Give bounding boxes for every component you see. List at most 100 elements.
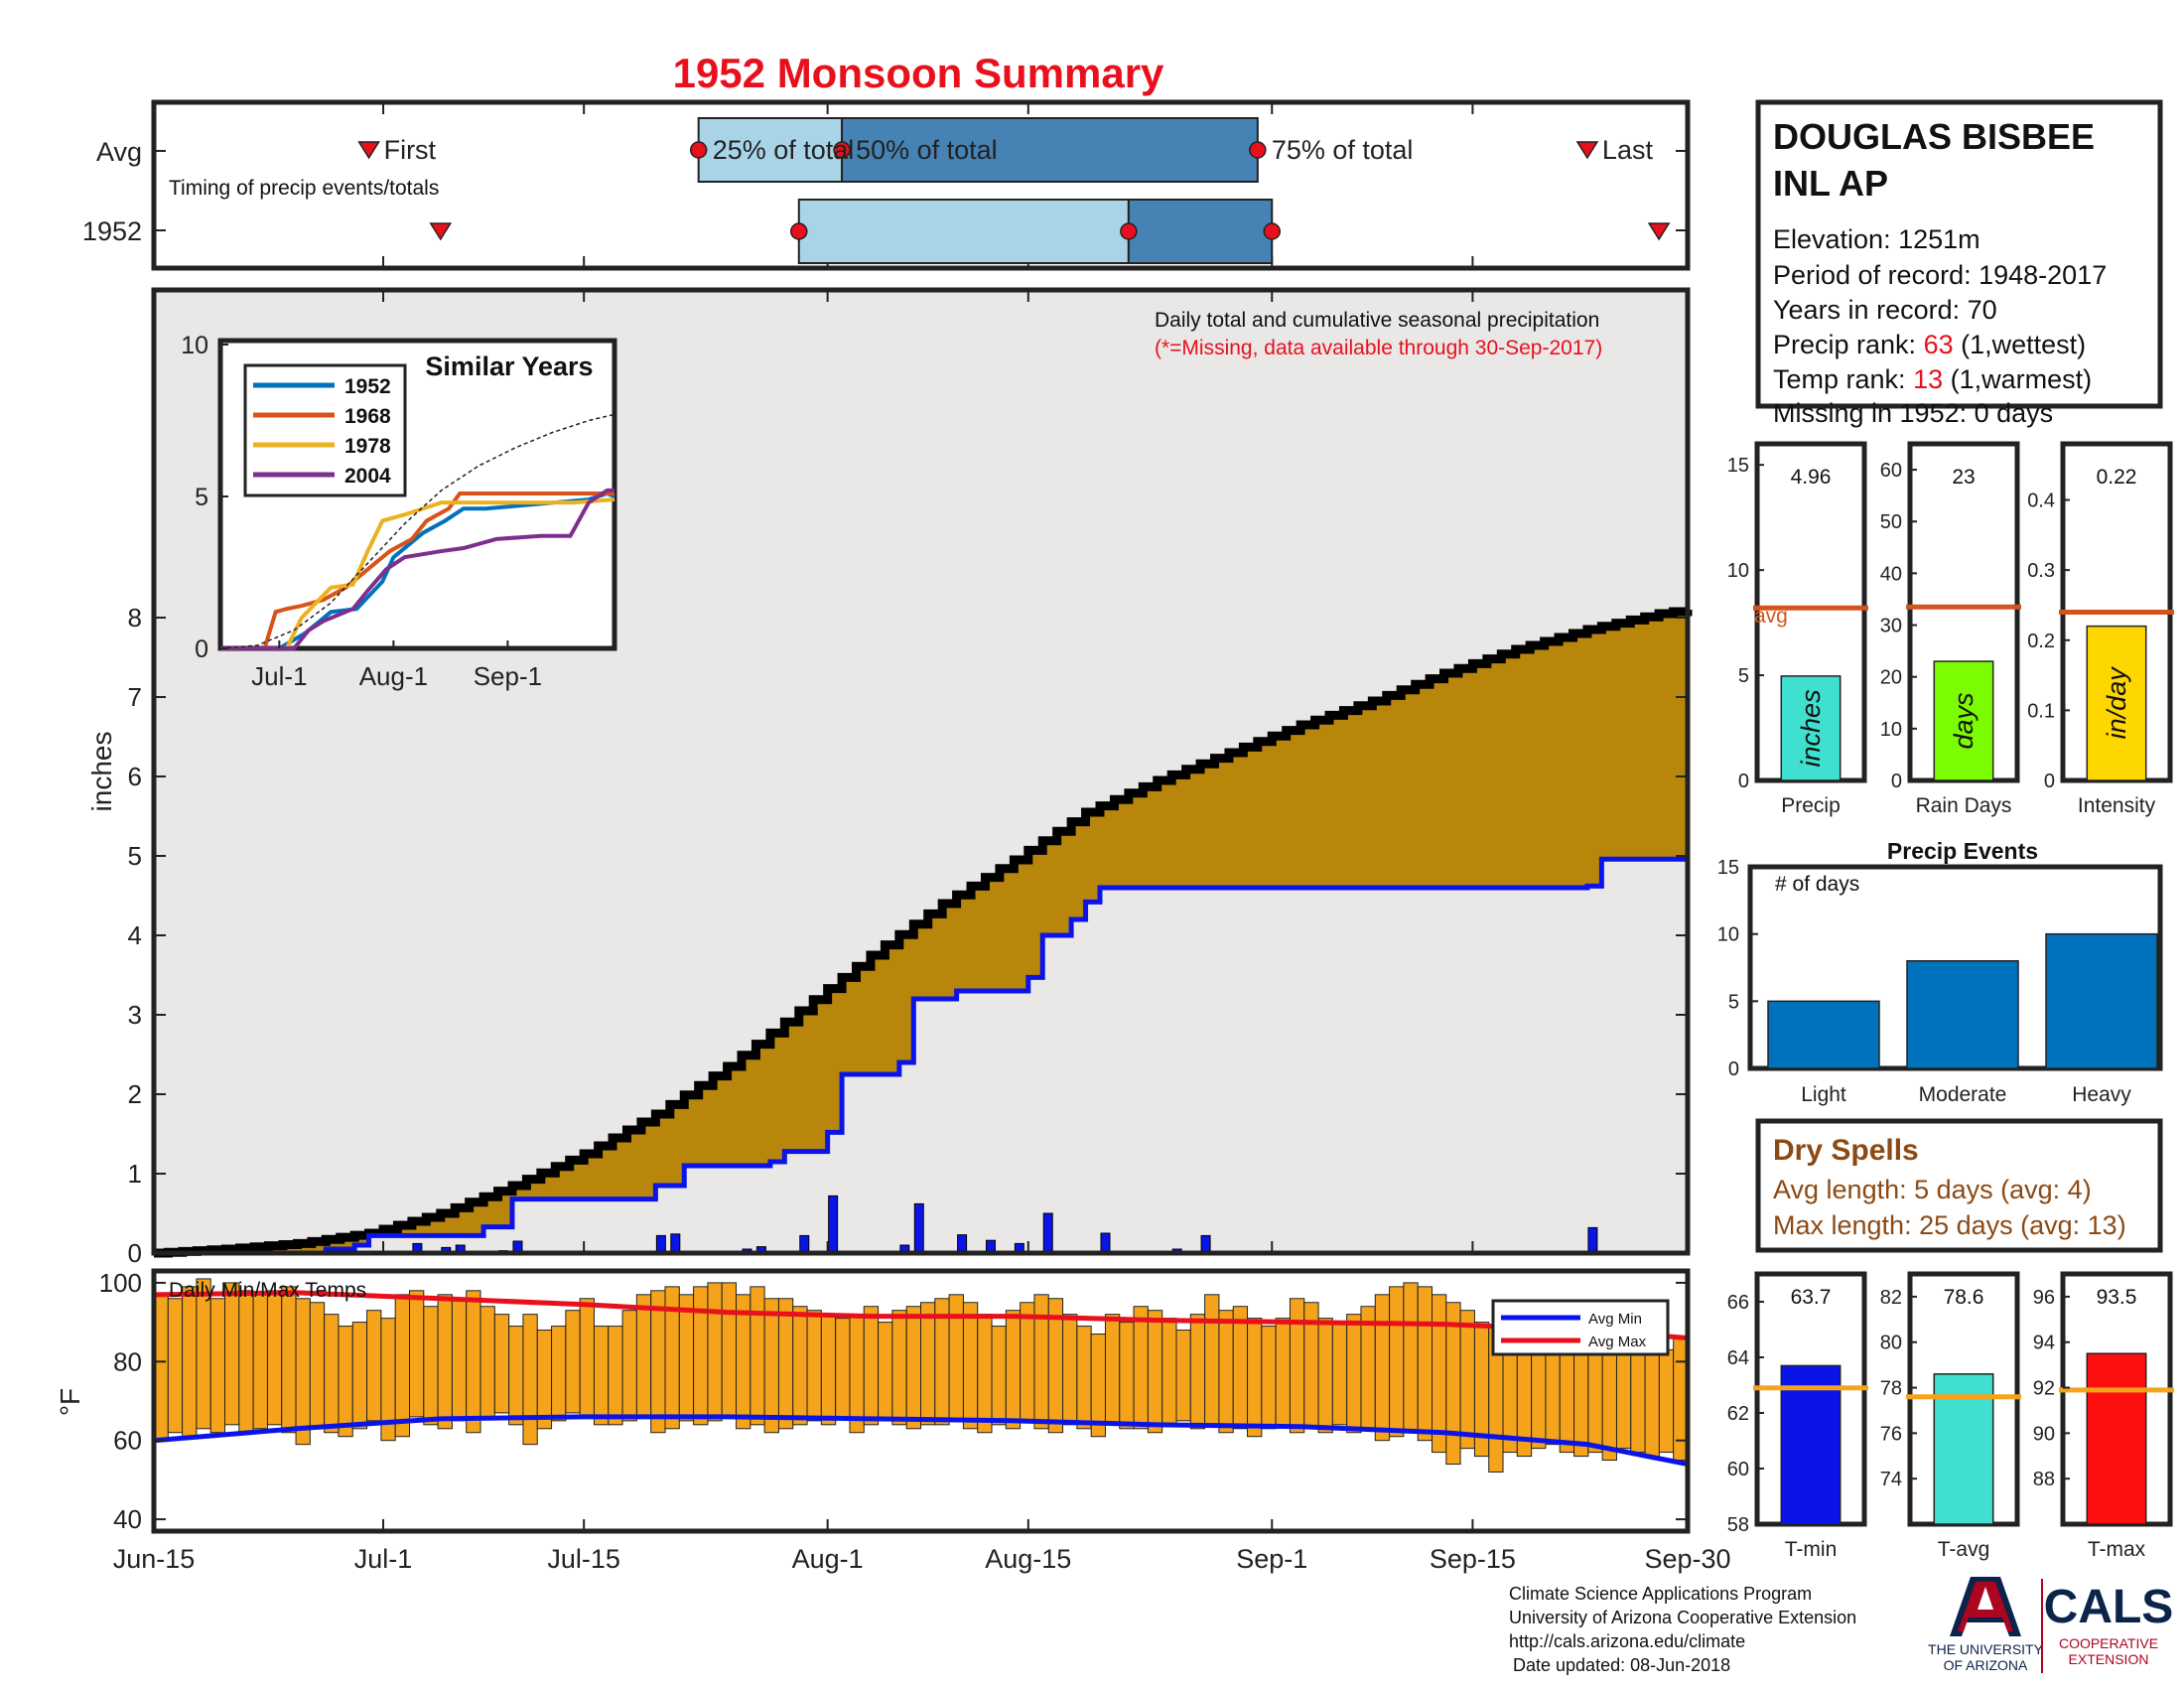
footer-line4: Date updated: 08-Jun-2018 <box>1513 1655 1730 1675</box>
events-ylabel: # of days <box>1775 873 1859 896</box>
inset-legend-label: 1968 <box>344 405 391 428</box>
timing-dot <box>790 222 808 240</box>
station-precip-rank: Precip rank: 63 (1,wettest) <box>1773 330 2086 359</box>
daily-precip-bar <box>799 1234 810 1254</box>
temp-bar <box>295 1298 311 1446</box>
temps-panel: 40 60 80 100 Daily Min/Max Temps °F Avg Min… <box>55 1268 1691 1534</box>
x-tick-label: Aug-15 <box>985 1544 1071 1574</box>
inset-line-1968 <box>220 491 614 650</box>
stat-ytick-label: 15 <box>1727 455 1749 477</box>
timing-panel: Avg 1952 Timing of precip events/totals … <box>82 99 1691 271</box>
event-bar <box>2045 932 2158 1069</box>
x-tick-label: Jun-15 <box>113 1544 196 1574</box>
x-tick-label: Aug-1 <box>792 1544 864 1574</box>
temp-bar <box>593 1326 610 1426</box>
temp-bar <box>324 1314 340 1434</box>
timing-dot <box>833 141 851 159</box>
y-tick-label: 1 <box>128 1159 142 1189</box>
inset-legend-label: 1952 <box>344 375 391 398</box>
dry-title: Dry Spells <box>1773 1134 1919 1167</box>
temp-bar <box>693 1286 709 1426</box>
temps-ylabel: °F <box>55 1388 85 1416</box>
temp-bar <box>522 1314 538 1446</box>
main-note: Daily total and cumulative seasonal prec… <box>1155 309 1599 332</box>
temps-title: Daily Min/Max Temps <box>169 1279 366 1302</box>
stat-ytick-label: 5 <box>1738 665 1749 687</box>
inset-legend: 1952 1968 1978 2004 <box>243 363 407 497</box>
dry-avg: Avg length: 5 days (avg: 4) <box>1773 1175 2092 1204</box>
observed-cumulative-line <box>154 856 1688 1256</box>
tstat-value-tmin: 63.7 <box>1791 1286 1832 1309</box>
daily-precip-bar <box>828 1195 839 1254</box>
timing-box-50-75 <box>841 117 1259 183</box>
stat-ytick-label: 0.3 <box>2027 560 2055 582</box>
daily-precip-bar <box>1042 1212 1053 1254</box>
main-note-missing: (*=Missing, data available through 30-Se… <box>1155 337 1602 359</box>
temp-bar <box>451 1298 468 1422</box>
daily-precip-bar <box>655 1234 666 1254</box>
timing-triangle-icon <box>1575 141 1599 160</box>
y-tick-label: 8 <box>128 603 142 633</box>
inset-line-1978 <box>220 497 615 650</box>
stat-avg-label: avg <box>1754 605 1788 628</box>
stat-ytick-label: 30 <box>1880 616 1902 637</box>
temp-bar <box>920 1302 936 1426</box>
temp-bar <box>962 1302 979 1430</box>
temp-bar <box>777 1298 794 1430</box>
events-ytick-label: 10 <box>1717 924 1739 946</box>
temp-bar <box>1119 1322 1135 1430</box>
stat-ytick-label: 40 <box>1880 563 1902 585</box>
temp-bar <box>1389 1286 1405 1438</box>
tstat-ytick-label: 76 <box>1880 1423 1902 1445</box>
temp-bar <box>1658 1348 1675 1454</box>
stat-bar-raindays <box>1933 660 1994 781</box>
stat-label-intensity: Intensity <box>2078 794 2156 817</box>
temp-ytick-label: 60 <box>113 1426 142 1456</box>
footer-line2: University of Arizona Cooperative Extens… <box>1509 1608 1856 1627</box>
temp-bar <box>1417 1286 1433 1442</box>
temp-bar <box>1374 1294 1391 1442</box>
logo-coop-2: EXTENSION <box>2069 1651 2149 1667</box>
temp-bar <box>1076 1326 1092 1430</box>
tstat-ytick-label: 60 <box>1727 1459 1749 1480</box>
events-ytick-label: 0 <box>1728 1058 1739 1080</box>
dry-spells-box: Dry Spells Avg length: 5 days (avg: 4) M… <box>1755 1118 2163 1253</box>
temp-bar <box>167 1298 184 1434</box>
timing-dot <box>1120 222 1138 240</box>
tstat-value-tavg: 78.6 <box>1944 1286 1984 1309</box>
temp-ytick-label: 80 <box>113 1346 142 1376</box>
temp-bar <box>977 1314 993 1434</box>
temp-bar <box>849 1314 865 1434</box>
temp-bar <box>1459 1310 1475 1450</box>
temp-bar <box>551 1326 567 1422</box>
inset-line-2004 <box>220 488 614 650</box>
timing-dot <box>1263 222 1282 240</box>
daily-precip-bar <box>957 1234 968 1254</box>
stat-ytick-label: 0 <box>1738 771 1749 792</box>
station-elevation: Elevation: 1251m <box>1773 224 1980 254</box>
temp-stat-panels: 63.7 T-min 58 60 62 64 66 78.6 T-avg 74 76 78 80 82 93… <box>1727 1271 2174 1561</box>
tstat-ytick-label: 90 <box>2033 1423 2055 1445</box>
event-bar <box>1906 959 2019 1069</box>
temp-bar <box>1615 1340 1632 1450</box>
temp-bar <box>792 1306 808 1426</box>
temp-bar <box>479 1306 495 1418</box>
stat-ytick-label: 20 <box>1880 667 1902 689</box>
temp-bar <box>536 1330 553 1430</box>
stat-ytick-label: 0.2 <box>2027 631 2055 652</box>
tstat-ytick-label: 92 <box>2033 1378 2055 1400</box>
inset-avg-line <box>219 413 615 649</box>
temp-bar <box>1218 1310 1234 1434</box>
temp-bar <box>266 1290 283 1426</box>
temp-bar <box>621 1310 637 1422</box>
tstat-label-tavg: T-avg <box>1938 1538 1990 1561</box>
events-ytick-label: 15 <box>1717 857 1739 879</box>
temp-bar <box>820 1314 837 1426</box>
temp-bar <box>835 1318 851 1418</box>
y-tick-label: 4 <box>128 920 142 950</box>
inset-ytick-label: 10 <box>181 332 208 359</box>
timing-triangle-icon <box>357 141 380 160</box>
temp-bar <box>238 1290 254 1434</box>
stat-value-precip: 4.96 <box>1791 466 1832 489</box>
station-box: DOUGLAS BISBEE INL AP Elevation: 1251m P… <box>1755 99 2163 409</box>
